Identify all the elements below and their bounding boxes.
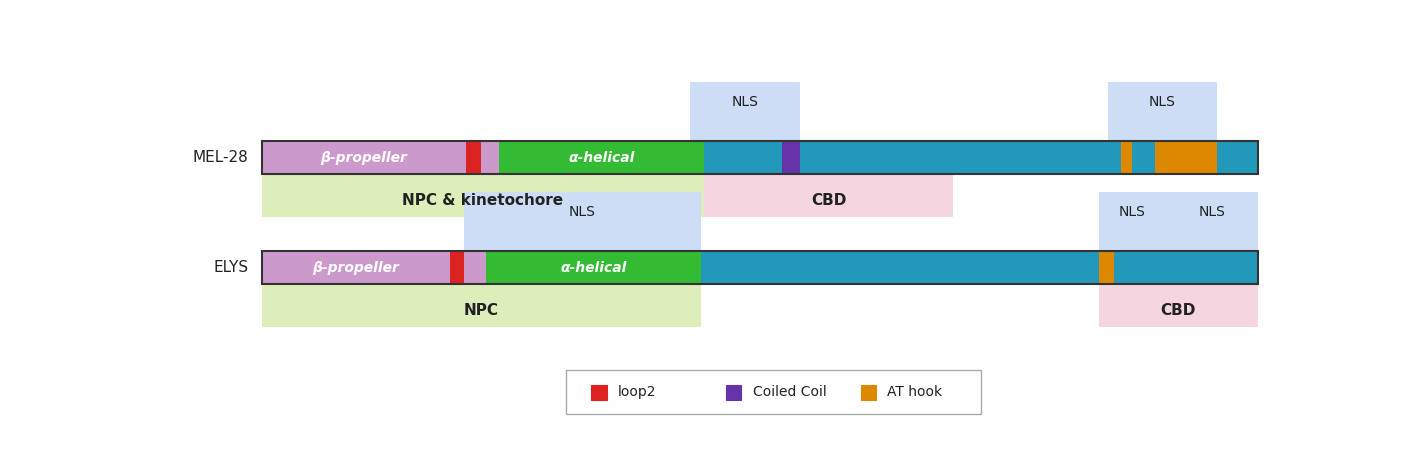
FancyBboxPatch shape (565, 370, 981, 415)
Bar (261, 251, 1258, 284)
Text: AT hook: AT hook (887, 386, 942, 399)
Bar (1100, 251, 1258, 327)
Bar (261, 141, 704, 217)
Text: NLS: NLS (731, 95, 758, 109)
Text: CBD: CBD (811, 193, 847, 208)
Bar (261, 141, 466, 174)
Text: loop2: loop2 (618, 386, 657, 399)
Bar (591, 385, 607, 400)
Bar (1114, 251, 1258, 284)
Bar (466, 141, 481, 174)
Text: α-helical: α-helical (560, 261, 627, 275)
Text: NLS: NLS (1198, 205, 1225, 219)
Text: NLS: NLS (568, 205, 595, 219)
Bar (1217, 141, 1258, 174)
Bar (500, 141, 704, 174)
Bar (486, 251, 701, 284)
Bar (261, 251, 450, 284)
Bar (450, 251, 464, 284)
Text: NPC: NPC (464, 303, 498, 318)
Bar (1100, 192, 1165, 284)
Text: Coiled Coil: Coiled Coil (753, 386, 827, 399)
Text: NLS: NLS (1150, 95, 1175, 109)
Text: MEL-28: MEL-28 (193, 150, 248, 166)
Bar (261, 141, 1258, 174)
Text: NLS: NLS (1120, 205, 1145, 219)
Bar (1155, 141, 1217, 174)
Bar (801, 141, 1108, 174)
Text: α-helical: α-helical (568, 151, 635, 165)
Bar (781, 141, 801, 174)
Bar (1108, 82, 1217, 174)
Bar (861, 385, 877, 400)
Text: β-propeller: β-propeller (320, 151, 407, 165)
Bar (725, 385, 741, 400)
Bar (704, 141, 954, 217)
Text: NPC & kinetochore: NPC & kinetochore (403, 193, 564, 208)
Bar (701, 251, 1100, 284)
Bar (1100, 251, 1114, 284)
Bar (1108, 141, 1121, 174)
Text: β-propeller: β-propeller (313, 261, 398, 275)
Bar (1121, 141, 1132, 174)
Bar (261, 251, 701, 327)
Text: ELYS: ELYS (213, 260, 248, 276)
Bar (464, 251, 486, 284)
Bar (1132, 141, 1155, 174)
Bar (690, 82, 801, 174)
Bar (464, 192, 701, 284)
Bar (704, 141, 781, 174)
Bar (1165, 192, 1258, 284)
Text: CBD: CBD (1161, 303, 1197, 318)
Bar (481, 141, 500, 174)
